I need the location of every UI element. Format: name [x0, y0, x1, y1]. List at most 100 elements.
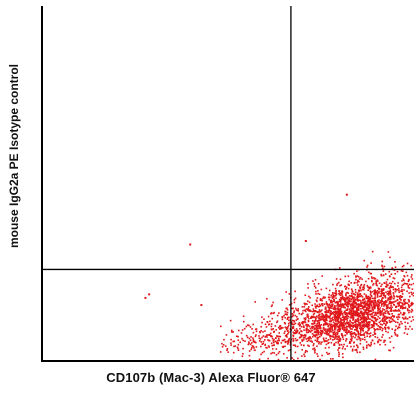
data-point [345, 338, 348, 340]
data-point [319, 329, 322, 332]
data-point [317, 336, 320, 339]
data-point [339, 284, 341, 287]
data-point [313, 310, 316, 312]
data-point [353, 282, 356, 284]
data-point [332, 358, 334, 360]
data-point [388, 282, 391, 285]
data-point [260, 329, 262, 332]
data-point [349, 316, 352, 319]
data-point [368, 300, 370, 303]
data-point [349, 340, 351, 343]
data-point [365, 316, 367, 319]
data-point [316, 331, 318, 334]
data-point [411, 308, 413, 311]
data-point [326, 331, 329, 333]
data-point [352, 322, 354, 325]
data-point [387, 326, 389, 329]
data-point [374, 293, 377, 295]
data-point [387, 306, 389, 309]
data-point [332, 312, 335, 315]
data-point [403, 312, 406, 314]
data-point [344, 331, 347, 333]
data-point [359, 339, 362, 342]
data-point [279, 335, 282, 338]
data-point [253, 341, 256, 344]
data-point [369, 299, 371, 301]
data-point [361, 321, 364, 324]
data-point [408, 283, 411, 286]
data-point [398, 301, 401, 303]
data-point [304, 317, 307, 319]
data-point [397, 308, 400, 311]
data-point [335, 341, 337, 344]
data-point [308, 339, 310, 342]
data-point [291, 319, 294, 322]
data-point [336, 317, 338, 320]
data-point [237, 349, 240, 352]
data-point [338, 344, 341, 347]
data-point [398, 326, 401, 329]
data-point [389, 297, 392, 299]
data-point [321, 331, 324, 333]
data-point [338, 267, 341, 269]
data-point [368, 303, 371, 306]
data-point [322, 314, 324, 316]
data-point [324, 297, 326, 299]
data-point [403, 279, 405, 282]
data-point [293, 320, 296, 323]
data-point [367, 286, 369, 288]
data-point [400, 296, 403, 299]
data-point [306, 328, 309, 331]
data-point [334, 334, 337, 336]
data-point [354, 305, 357, 307]
data-point [372, 334, 374, 336]
data-point [292, 337, 294, 340]
data-point [271, 335, 273, 338]
outlier-point [189, 243, 192, 246]
data-point [335, 327, 337, 329]
data-point [338, 353, 340, 356]
data-point [328, 331, 331, 333]
data-point [407, 309, 409, 312]
data-point [337, 335, 340, 338]
data-point [370, 343, 372, 346]
data-point [336, 308, 339, 310]
data-point [351, 307, 354, 309]
data-point [368, 287, 371, 290]
data-point [409, 325, 411, 328]
data-point [356, 295, 359, 298]
data-point [346, 312, 349, 315]
data-point [305, 308, 308, 310]
data-point [275, 348, 278, 350]
data-point [368, 322, 371, 324]
data-point [321, 303, 324, 305]
data-point [390, 304, 392, 307]
data-point [315, 325, 318, 328]
data-point [304, 309, 306, 312]
data-point [387, 316, 389, 319]
data-point [340, 318, 342, 321]
data-point [311, 310, 314, 313]
data-point [408, 300, 410, 303]
data-point [311, 341, 314, 343]
data-point [384, 310, 387, 313]
data-point [293, 358, 295, 361]
data-point [404, 307, 406, 309]
data-point [354, 310, 357, 313]
data-point [360, 312, 363, 315]
data-point [319, 325, 321, 328]
data-point [338, 316, 340, 319]
data-point [377, 300, 379, 302]
data-point [374, 358, 377, 361]
data-point [382, 301, 385, 303]
data-point [285, 328, 288, 331]
data-point [292, 344, 295, 346]
data-point [356, 320, 359, 322]
data-point [388, 296, 391, 298]
data-point [403, 318, 405, 320]
data-point [337, 330, 340, 333]
data-point [371, 279, 373, 282]
data-point [351, 348, 354, 351]
data-point [363, 324, 365, 326]
data-point [370, 315, 373, 318]
